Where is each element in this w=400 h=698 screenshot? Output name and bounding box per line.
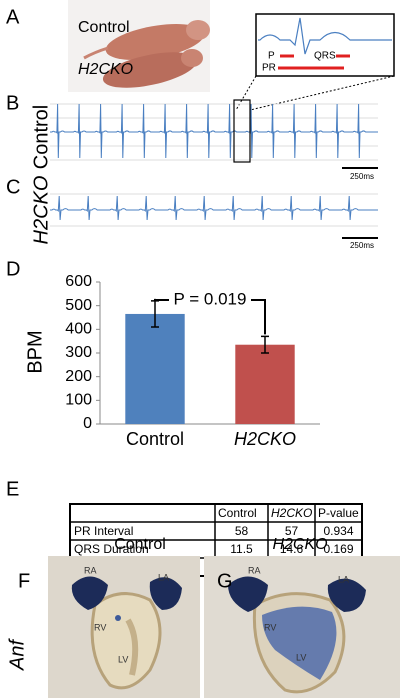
panel-label: C [6, 176, 20, 198]
y-tick-label: 500 [65, 297, 92, 314]
region-label: RA [84, 565, 97, 575]
y-tick-label: 300 [65, 344, 92, 361]
annotation: P = 0.019 [174, 289, 247, 308]
panel-label: B [6, 92, 19, 114]
panel-title: H2CKO [272, 536, 327, 553]
region-label: RV [94, 622, 106, 632]
scale-label: 250ms [350, 172, 374, 181]
row-label: PR Interval [74, 524, 133, 538]
mouse-label: H2CKO [78, 61, 133, 78]
trace-label: Control [30, 105, 52, 169]
inset-label: PR [262, 63, 276, 74]
region-label: LA [158, 572, 169, 582]
x-tick-label: H2CKO [234, 429, 296, 449]
ecg-trace [50, 103, 378, 159]
significance-bracket [154, 298, 266, 335]
inset [255, 13, 395, 77]
table-cell: 57 [285, 524, 299, 538]
y-tick-label: 100 [65, 392, 92, 409]
table-cell: 14.6 [280, 542, 304, 556]
error-bar [261, 335, 269, 354]
y-axis-label: BPM [24, 330, 46, 373]
region-label: LV [296, 652, 306, 662]
mouse-label: Control [78, 19, 130, 36]
x-tick-label: Control [126, 429, 184, 449]
bar-chart: 0 100 200 300 400 500 600 BPM Control H2CKO P = 0.… [24, 273, 320, 449]
region-label: LV [118, 654, 128, 664]
annotation-bg [169, 290, 251, 310]
table-header: P-value [318, 506, 359, 520]
panel-label: D [6, 258, 20, 280]
inset-trace [258, 17, 392, 55]
inset-label: QRS [314, 51, 336, 62]
zoom-line [235, 75, 257, 111]
y-tick-label: 600 [65, 273, 92, 290]
bar [235, 344, 295, 424]
region-label: RA [248, 565, 261, 575]
histology-f [48, 556, 200, 698]
mice [83, 20, 210, 88]
table-cell: 0.169 [323, 542, 353, 556]
panel-label: A [6, 6, 20, 28]
panel-label: E [6, 478, 19, 500]
table-header: H2CKO [271, 506, 312, 520]
table-cell: 0.934 [323, 524, 353, 538]
zoom-box [233, 99, 251, 163]
zoom-line [249, 75, 395, 111]
row-label: QRS Duration [74, 542, 149, 556]
y-tick-label: 0 [83, 415, 92, 432]
histology-g [204, 556, 400, 698]
ecg-trace [50, 195, 378, 221]
scale-label: 250ms [350, 241, 374, 250]
y-tick-label: 200 [65, 368, 92, 385]
trace-grid [50, 193, 378, 227]
stain-label: Anf [6, 638, 28, 671]
panel-title: Control [114, 536, 166, 553]
inset-label: P [268, 51, 275, 62]
trace-grid [50, 103, 378, 161]
table-cell: 58 [235, 524, 249, 538]
table-cell: 11.5 [230, 542, 253, 556]
panel-label: F [18, 570, 30, 592]
table-header: Control [218, 506, 257, 520]
bar [125, 313, 185, 424]
y-tick-label: 400 [65, 321, 92, 338]
trace-label: H2CKO [30, 176, 52, 245]
panel-label: G [217, 570, 233, 592]
region-label: LA [338, 574, 349, 584]
region-label: RV [264, 622, 276, 632]
